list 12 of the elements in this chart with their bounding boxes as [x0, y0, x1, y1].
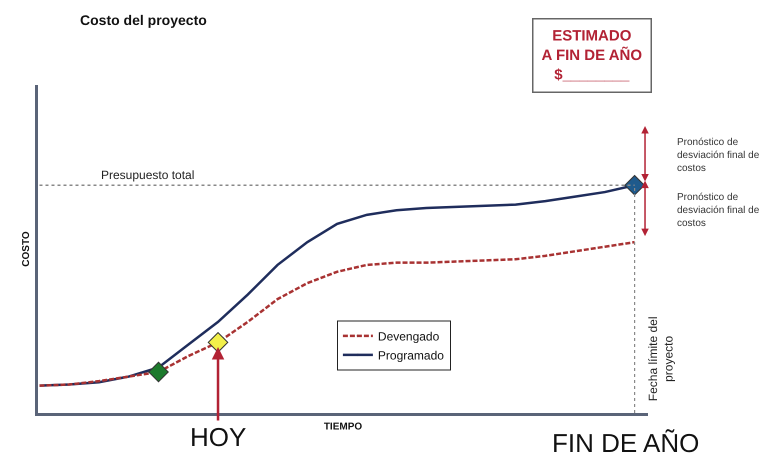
chart-title: Costo del proyecto	[80, 12, 207, 28]
text: HOY	[190, 422, 246, 452]
y-axis-title: COSTO	[21, 231, 32, 267]
ref-line-label: Presupuesto total	[101, 168, 194, 182]
text: FIN DE AÑO	[552, 428, 700, 458]
text: Pronóstico de desviación final de costos	[677, 137, 760, 174]
text: ESTIMADO A FIN DE AÑO $________	[542, 28, 642, 84]
x-axis-title: TIEMPO	[324, 422, 362, 432]
legend-label: Programado	[378, 348, 444, 363]
text: Fecha límite del proyecto	[646, 316, 676, 402]
text: Pronóstico de desviación final de costos	[677, 192, 760, 229]
legend-label: Devengado	[378, 330, 440, 344]
